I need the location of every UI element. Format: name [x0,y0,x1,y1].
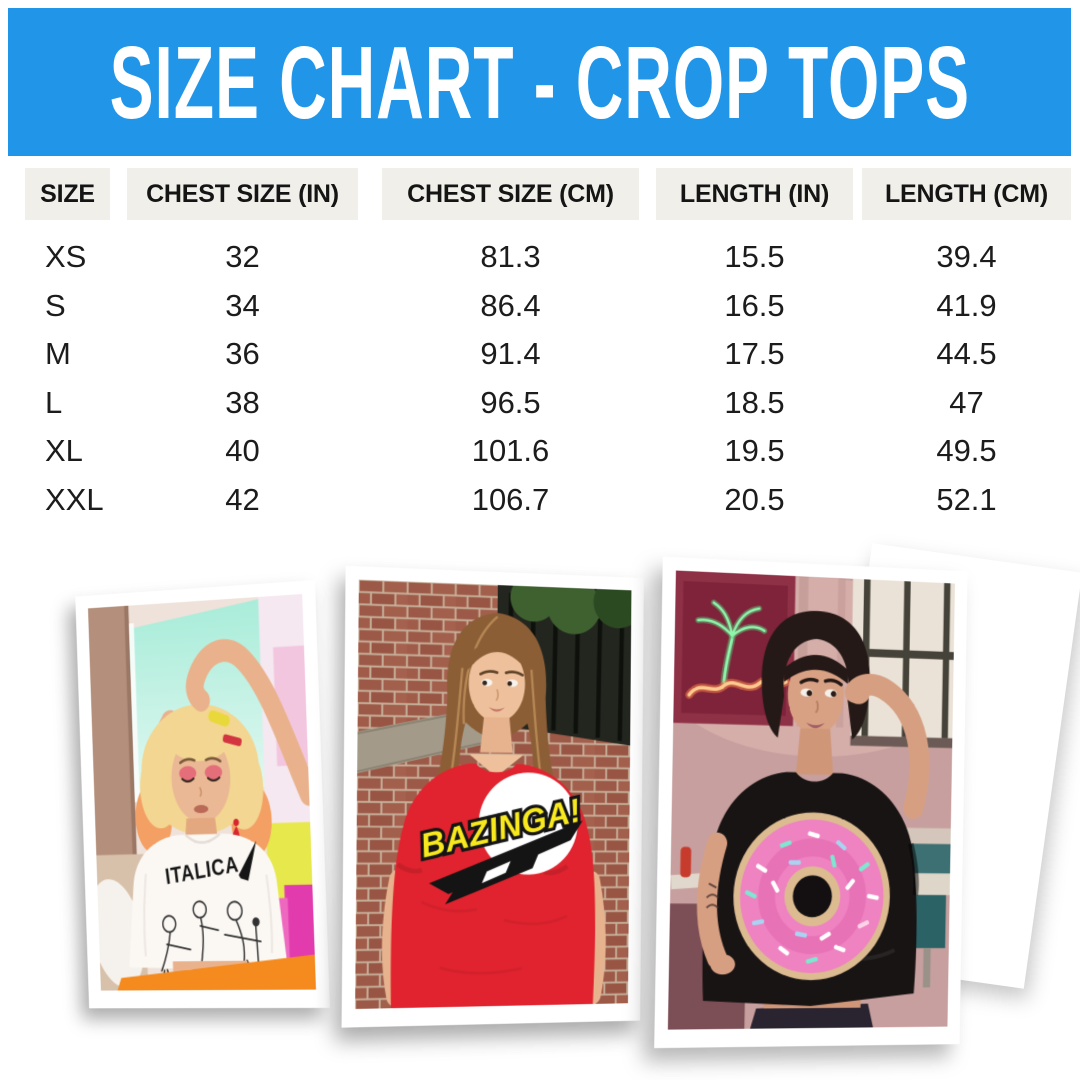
table-body: XS 32 81.3 15.5 39.4 S 34 86.4 16.5 41.9… [0,233,1080,524]
chest-in-value: 42 [225,481,260,517]
photo-gallery: ITALICA [0,524,1080,1080]
size-label: XXL [45,481,104,517]
table-row-xxl: XXL 42 106.7 20.5 52.1 [0,476,1080,525]
photo-right-illustration [667,570,955,1030]
size-label: L [45,384,63,420]
chest-in-value: 34 [225,287,260,323]
length-cm-value: 49.5 [936,433,997,469]
table-row-m: M 36 91.4 17.5 44.5 [0,330,1080,379]
ketchup-bottle [680,846,692,878]
banner: SIZE CHART - CROP TOPS [8,8,1071,156]
chest-in-value: 32 [225,239,260,275]
length-in-value: 17.5 [724,336,785,372]
white-crop-top: ITALICA [124,832,288,991]
photo-left-illustration: ITALICA [87,594,316,991]
chest-cm-value: 86.4 [480,287,541,323]
photo-card-left: ITALICA [75,579,330,1009]
length-in-value: 15.5 [724,239,785,275]
chest-in-value: 40 [225,433,260,469]
length-cm-value: 52.1 [936,481,997,517]
table-row-l: L 38 96.5 18.5 47 [0,379,1080,428]
header-cell-size: SIZE [25,168,127,220]
length-cm-value: 47 [949,384,984,420]
model-middle [392,609,599,998]
length-in-value: 16.5 [724,287,785,323]
table-row-xl: XL 40 101.6 19.5 49.5 [0,427,1080,476]
band-doodle [151,891,273,991]
header-row: SIZE CHEST SIZE (IN) CHEST SIZE (CM) LEN… [0,168,1080,220]
chest-in-value: 38 [225,384,260,420]
size-label: XL [45,433,83,469]
hair [760,608,872,741]
length-cm-value: 44.5 [936,336,997,372]
chest-cm-value: 81.3 [480,239,541,275]
table-row-xs: XS 32 81.3 15.5 39.4 [0,233,1080,282]
header-cell-length-in: LENGTH (IN) [656,168,862,220]
size-table: SIZE CHEST SIZE (IN) CHEST SIZE (CM) LEN… [0,168,1080,524]
header-cell-chest-cm: CHEST SIZE (CM) [382,168,656,220]
chest-cm-value: 101.6 [471,433,550,469]
size-label: M [45,336,71,372]
chest-cm-value: 91.4 [480,336,541,372]
page-title: SIZE CHART - CROP TOPS [109,24,970,140]
length-cm-value: 39.4 [936,239,997,275]
orange-skirt [116,954,316,991]
length-cm-value: 41.9 [936,287,997,323]
chest-cm-value: 106.7 [471,481,550,517]
model-right [760,608,921,809]
header-cell-chest-in: CHEST SIZE (IN) [127,168,382,220]
lightning-tail [234,840,262,883]
black-crop-top [702,770,920,1007]
header-cell-length-cm: LENGTH (CM) [862,168,1071,220]
red-crop-top: BAZINGA! [390,762,597,1009]
length-in-value: 19.5 [724,433,785,469]
photo-card-middle: BAZINGA! [341,565,644,1028]
model-left [130,646,311,862]
length-in-value: 18.5 [724,384,785,420]
donut-graphic [731,811,892,981]
photo-card-right [654,556,968,1049]
size-label: S [45,287,66,323]
chest-cm-value: 96.5 [480,384,541,420]
size-label: XS [45,239,87,275]
photo-middle-illustration: BAZINGA! [355,579,632,1009]
chest-in-value: 36 [225,336,260,372]
length-in-value: 20.5 [724,481,785,517]
table-row-s: S 34 86.4 16.5 41.9 [0,282,1080,331]
